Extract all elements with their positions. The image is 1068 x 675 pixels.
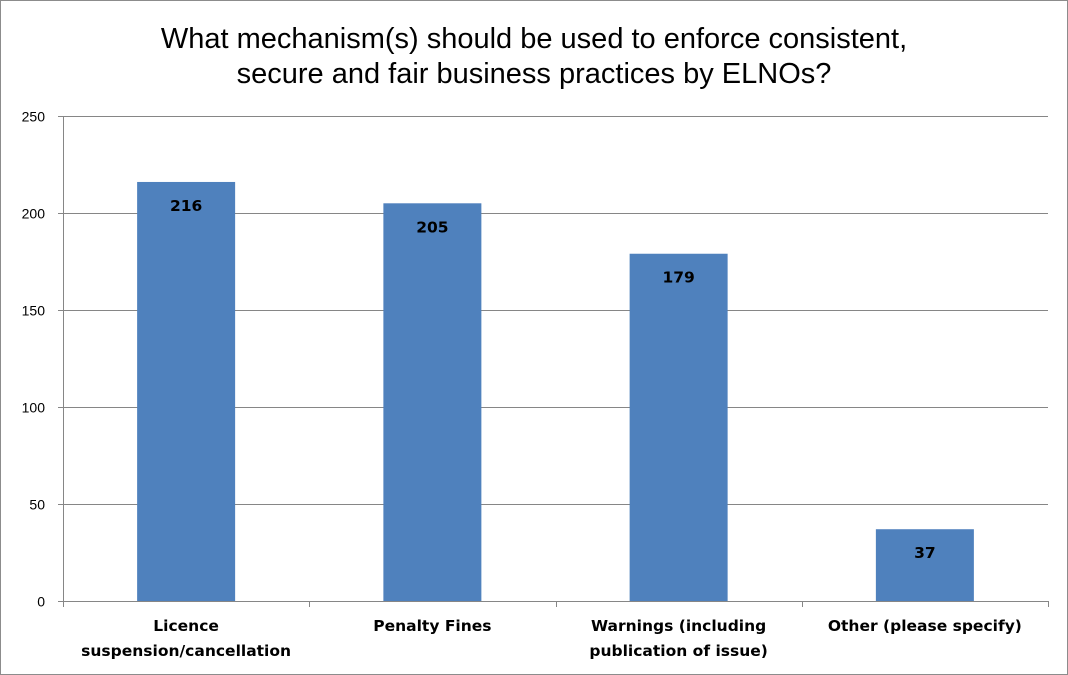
y-tick-label: 250 — [22, 109, 46, 125]
bar — [383, 203, 482, 602]
chart-title: What mechanism(s) should be used to enfo… — [0, 22, 1068, 92]
category-label: Warnings (including — [591, 617, 766, 635]
category-label: Penalty Fines — [373, 617, 491, 635]
y-tick-label: 100 — [22, 400, 46, 416]
data-label: 37 — [914, 544, 936, 562]
data-label: 205 — [416, 218, 448, 236]
y-tick-label: 50 — [29, 497, 45, 513]
bar — [137, 181, 236, 601]
y-tick-label: 150 — [22, 303, 46, 319]
data-label: 216 — [170, 197, 202, 215]
y-tick-label: 200 — [22, 206, 46, 222]
bar — [629, 253, 728, 602]
category-label: Other (please specify) — [828, 617, 1022, 635]
category-label: suspension/cancellation — [81, 642, 291, 660]
chart-title-line-2: secure and fair business practices by EL… — [236, 58, 832, 90]
chart-title-line-1: What mechanism(s) should be used to enfo… — [160, 23, 908, 55]
category-label: Licence — [153, 617, 219, 635]
bar — [875, 529, 974, 601]
y-tick-label: 0 — [37, 594, 45, 610]
data-label: 179 — [662, 269, 694, 287]
category-label: publication of issue) — [589, 642, 768, 660]
